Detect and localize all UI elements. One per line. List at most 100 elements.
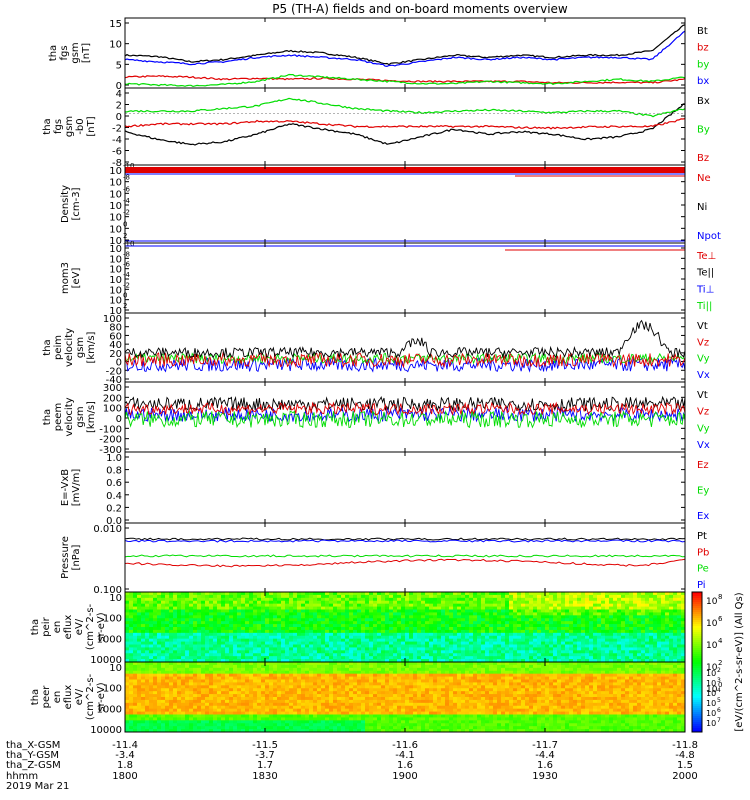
heatmap-cell (233, 615, 238, 619)
heatmap-cell (677, 618, 682, 622)
heatmap-cell (377, 632, 382, 637)
heatmap-cell (165, 612, 170, 616)
heatmap-cell (273, 705, 278, 710)
heatmap-cell (321, 723, 326, 727)
heatmap-cell (233, 612, 238, 616)
heatmap-cell (213, 600, 218, 605)
heatmap-cell (253, 723, 258, 727)
heatmap-cell (509, 624, 514, 628)
heatmap-cell (317, 685, 322, 689)
heatmap-cell (573, 644, 578, 648)
heatmap-cell (597, 612, 602, 616)
heatmap-cell (133, 694, 138, 698)
heatmap-cell (557, 621, 562, 625)
legend-label-Ti||: Ti|| (696, 301, 712, 312)
heatmap-cell (269, 691, 274, 695)
heatmap-cell (629, 597, 634, 602)
heatmap-cell (637, 644, 642, 648)
heatmap-cell (129, 667, 134, 672)
heatmap-cell (153, 653, 158, 657)
heatmap-cell (269, 673, 274, 678)
heatmap-cell (317, 694, 322, 698)
heatmap-cell (493, 647, 498, 651)
heatmap-cell (601, 592, 606, 596)
heatmap-cell (313, 682, 318, 686)
heatmap-cell (445, 638, 450, 643)
heatmap-cell (317, 670, 322, 675)
ytick-label: 10 (109, 224, 122, 235)
heatmap-cell (193, 691, 198, 695)
heatmap-cell (289, 726, 294, 730)
heatmap-cell (461, 615, 466, 619)
heatmap-cell (377, 644, 382, 648)
heatmap-cell (169, 691, 174, 695)
legend-label-Vz: Vz (697, 337, 709, 348)
heatmap-cell (137, 664, 142, 669)
heatmap-cell (209, 618, 214, 622)
heatmap-cell (129, 624, 134, 628)
heatmap-cell (145, 635, 150, 640)
heatmap-cell (193, 597, 198, 602)
heatmap-cell (189, 662, 194, 666)
heatmap-cell (225, 664, 230, 669)
heatmap-cell (317, 667, 322, 672)
heatmap-cell (177, 594, 182, 599)
heatmap-cell (537, 612, 542, 616)
heatmap-cell (441, 603, 446, 608)
heatmap-cell (617, 653, 622, 657)
heatmap-cell (541, 600, 546, 605)
heatmap-cell (157, 647, 162, 651)
heatmap-cell (217, 594, 222, 599)
heatmap-cell (257, 656, 262, 660)
panel-ylabel: eV/ (74, 618, 85, 635)
heatmap-cell (325, 682, 330, 686)
heatmap-cell (209, 600, 214, 605)
heatmap-cell (193, 618, 198, 622)
heatmap-cell (605, 632, 610, 637)
heatmap-cell (649, 592, 654, 596)
heatmap-cell (493, 615, 498, 619)
heatmap-cell (229, 615, 234, 619)
heatmap-cell (269, 705, 274, 710)
heatmap-cell (193, 632, 198, 637)
heatmap-cell (253, 650, 258, 654)
heatmap-cell (261, 699, 266, 704)
heatmap-cell (293, 702, 298, 707)
heatmap-cell (229, 647, 234, 651)
heatmap-cell (417, 603, 422, 608)
heatmap-cell (321, 635, 326, 640)
heatmap-cell (249, 603, 254, 608)
heatmap-cell (341, 621, 346, 625)
heatmap-cell (301, 653, 306, 657)
heatmap-cell (181, 717, 186, 721)
heatmap-cell (413, 597, 418, 602)
heatmap-cell (385, 627, 390, 631)
heatmap-cell (661, 606, 666, 610)
heatmap-cell (145, 667, 150, 672)
legend-label-Vx: Vx (697, 440, 710, 451)
heatmap-cell (217, 697, 222, 701)
heatmap-cell (141, 702, 146, 707)
heatmap-cell (461, 603, 466, 608)
heatmap-cell (417, 644, 422, 648)
heatmap-cell (381, 641, 386, 645)
heatmap-cell (289, 708, 294, 713)
heatmap-cell (445, 609, 450, 613)
heatmap-cell (281, 606, 286, 610)
heatmap-cell (489, 603, 494, 608)
heatmap-cell (145, 621, 150, 625)
heatmap-cell (329, 664, 334, 669)
heatmap-cell (433, 612, 438, 616)
heatmap-cell (225, 694, 230, 698)
heatmap-cell (293, 691, 298, 695)
heatmap-cell (573, 627, 578, 631)
heatmap-cell (325, 720, 330, 724)
heatmap-cell (329, 632, 334, 637)
heatmap-cell (641, 641, 646, 645)
panel-ylabel: en (52, 621, 63, 634)
heatmap-cell (661, 624, 666, 628)
heatmap-cell (201, 729, 206, 733)
heatmap-cell (389, 627, 394, 631)
heatmap-cell (489, 612, 494, 616)
heatmap-cell (397, 609, 402, 613)
